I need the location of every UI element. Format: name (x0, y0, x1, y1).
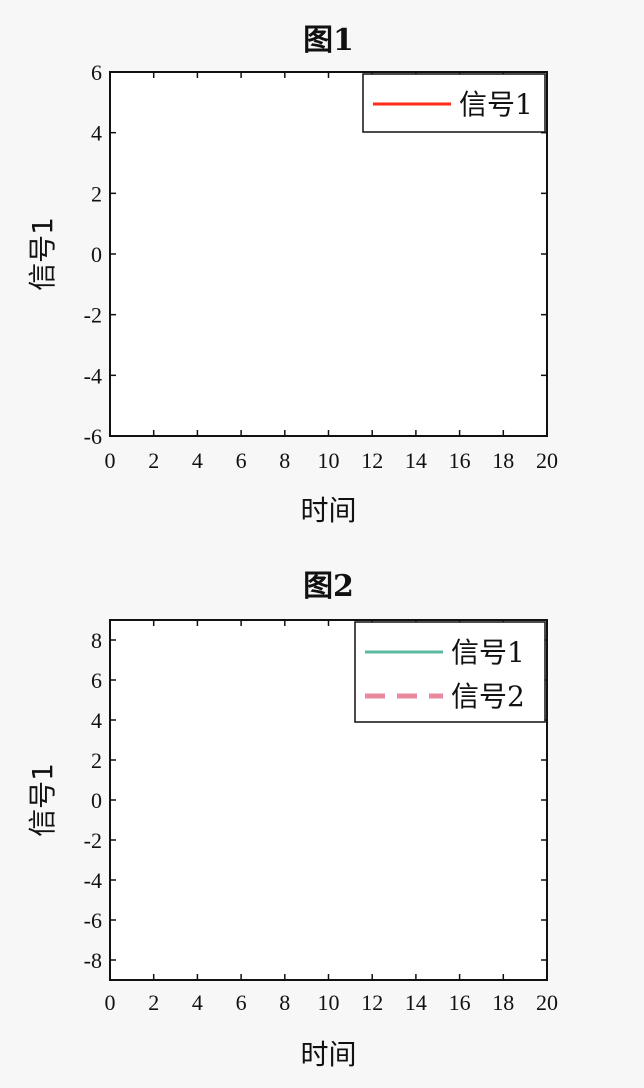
chart-1: 图1 0 2 4 6 8 10 12 14 16 18 20 -6 -4 -2 0 2 4 6 时间 信号1 信号1 (26, 23, 558, 527)
chart-2-x-tick-label: 18 (492, 990, 514, 1015)
chart-2-y-tick-label: -2 (84, 828, 102, 853)
chart-2-y-tick-label: 0 (91, 788, 102, 813)
chart-2-x-tick-label: 8 (279, 990, 290, 1015)
chart-1-x-tick-label: 14 (405, 448, 427, 473)
chart-2-y-tick-label: 4 (91, 708, 102, 733)
chart-1-y-tick-label: -4 (84, 363, 102, 388)
chart-2-x-tick-label: 16 (449, 990, 471, 1015)
chart-2-y-tick-label: 8 (91, 628, 102, 653)
chart-2-legend-label-1: 信号1 (451, 636, 525, 669)
chart-1-x-tick-label: 18 (492, 448, 514, 473)
chart-1-y-tick-label: 0 (91, 242, 102, 267)
chart-2-title: 图2 (303, 569, 354, 604)
chart-2-x-tick-label: 2 (148, 990, 159, 1015)
chart-1-x-tick-label: 0 (105, 448, 116, 473)
chart-2-x-tick-label: 14 (405, 990, 427, 1015)
chart-1-x-tick-label: 4 (192, 448, 203, 473)
chart-2-x-tick-label: 12 (361, 990, 383, 1015)
chart-1-y-tick-label: 6 (91, 60, 102, 85)
chart-1-x-tick-label: 12 (361, 448, 383, 473)
chart-2-x-tick-label: 20 (536, 990, 558, 1015)
chart-1-legend-label-1: 信号1 (459, 88, 533, 121)
chart-2-y-tick-label: -8 (84, 948, 102, 973)
chart-2-y-tick-label: -4 (84, 868, 102, 893)
chart-1-y-tick-label: 2 (91, 181, 102, 206)
chart-1-x-tick-label: 6 (236, 448, 247, 473)
chart-2-legend-label-2: 信号2 (451, 680, 525, 713)
chart-2-legend (354, 621, 546, 723)
chart-2-y-tick-label: -6 (84, 908, 102, 933)
chart-1-x-tick-label: 10 (318, 448, 340, 473)
chart-1-x-tick-label: 8 (279, 448, 290, 473)
chart-2-y-tick-label: 2 (91, 748, 102, 773)
chart-1-x-tick-label: 2 (148, 448, 159, 473)
chart-2-x-tick-label: 0 (105, 990, 116, 1015)
chart-2-x-tick-label: 4 (192, 990, 203, 1015)
chart-1-y-tick-label: -6 (84, 424, 102, 449)
chart-1-y-tick-label: -2 (84, 303, 102, 328)
chart-1-x-tick-label: 20 (536, 448, 558, 473)
chart-1-x-tick-label: 16 (449, 448, 471, 473)
chart-2-x-tick-label: 10 (318, 990, 340, 1015)
chart-1-title: 图1 (303, 23, 354, 58)
chart-2-x-axis-label: 时间 (300, 1038, 356, 1071)
chart-1-y-tick-label: 4 (91, 121, 102, 146)
chart-1-x-axis-label: 时间 (300, 494, 356, 527)
chart-2-y-tick-label: 6 (91, 668, 102, 693)
chart-2-y-axis-label: 信号1 (26, 763, 59, 837)
chart-1-y-axis-label: 信号1 (26, 217, 59, 291)
chart-2-x-tick-label: 6 (236, 990, 247, 1015)
chart-2: 图2 0 2 4 6 8 10 12 14 16 18 20 -8 -6 -4 -2 0 2 4 6 8 时间 信号1 信号1… (26, 569, 558, 1071)
